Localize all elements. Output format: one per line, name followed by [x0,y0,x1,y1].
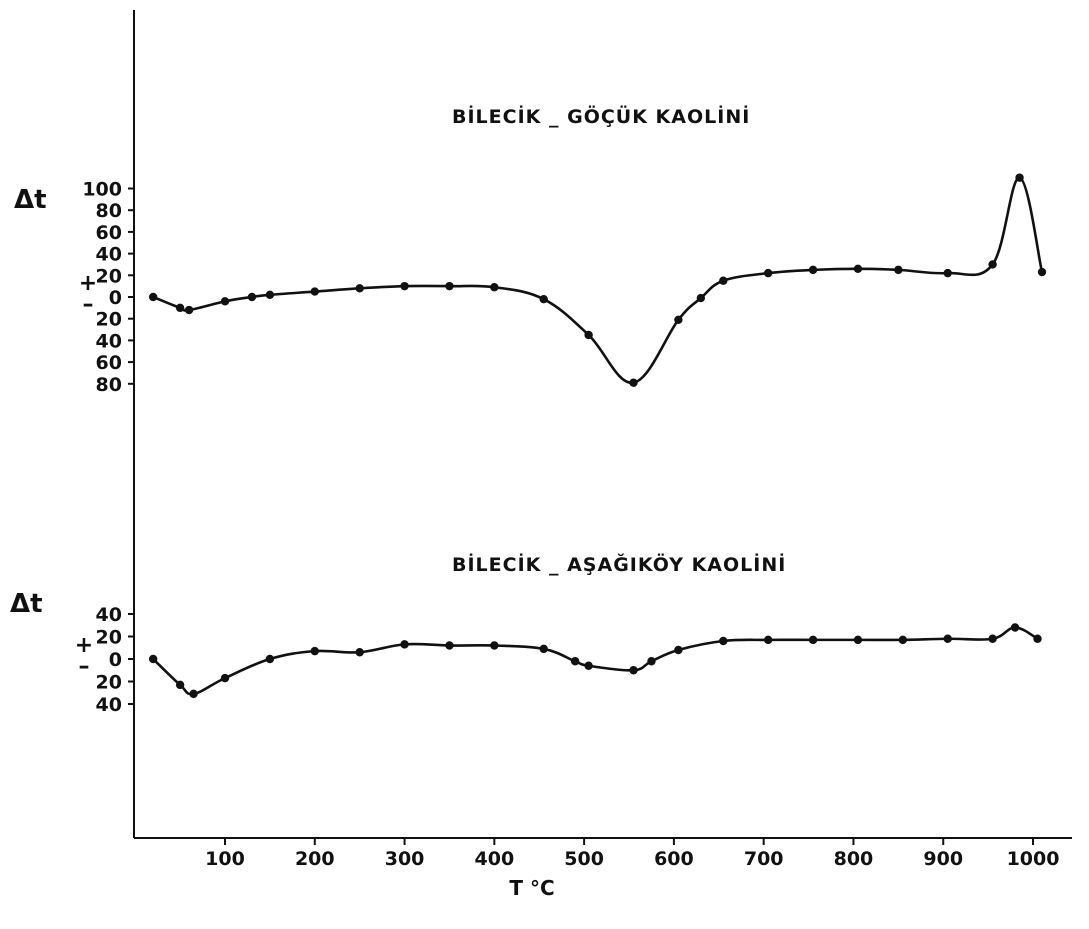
x-tick-label: 800 [834,848,874,870]
data-point [539,644,548,654]
data-point [247,292,257,302]
y-tick-label: 20 [96,627,122,649]
panel-asagikoy: BİLECİK _ AŞAĞIKÖY KAOLİNİ Δt + – 402002… [10,552,1042,716]
x-tick-label: 400 [475,848,515,870]
data-point [1033,634,1042,643]
panel-gocuk-points [148,173,1047,387]
data-point [763,635,773,645]
data-point [310,287,319,296]
data-point [808,265,818,275]
data-point [763,268,773,278]
x-tick-label: 900 [923,848,963,870]
panel-asagikoy-minus-sign: – [79,654,90,679]
data-point [1037,267,1047,277]
data-point [148,292,158,302]
data-point [584,330,593,340]
data-point [943,268,952,278]
x-axis-title: T °C [509,876,554,900]
data-point [355,284,364,293]
data-point [490,283,499,292]
data-point [674,315,683,324]
y-tick-label: 20 [96,265,122,287]
data-point [894,265,903,275]
x-axis-ticks: 100 200 300 400 500 600 700 800 900 1000 [205,838,1059,870]
data-point [539,294,548,304]
data-point [943,634,952,643]
x-tick-label: 600 [654,848,694,870]
data-point [175,680,185,690]
data-point [265,290,275,300]
panel-gocuk-curve [151,176,1044,385]
data-point [647,657,656,666]
panel-gocuk-minus-sign: – [83,292,94,317]
panel-gocuk-ylabel: Δt [14,185,47,215]
x-tick-label: 100 [205,848,245,870]
panel-gocuk-title: BİLECİK _ GÖÇÜK KAOLİNİ [452,104,750,128]
x-tick-label: 1000 [1007,848,1060,870]
data-point [570,657,580,666]
y-tick-label: 20 [96,309,122,331]
panel-asagikoy-title: BİLECİK _ AŞAĞIKÖY KAOLİNİ [452,552,786,576]
y-tick-label: 0 [109,287,122,309]
data-point [175,303,185,313]
data-point [220,297,230,306]
data-point [355,648,364,657]
data-point [674,645,683,655]
data-point [148,654,158,664]
data-point [445,281,454,291]
data-point [400,281,409,291]
y-tick-label: 40 [96,244,122,266]
x-tick-label: 300 [385,848,425,870]
data-point [629,666,638,675]
data-point [629,378,638,387]
x-tick-label: 200 [295,848,335,870]
x-tick-label: 700 [744,848,784,870]
data-point [808,635,818,645]
y-tick-label: 100 [82,179,122,201]
data-point [220,673,230,683]
data-point [400,640,409,649]
y-tick-label: 60 [96,352,122,374]
data-point [719,276,728,285]
data-point [265,654,275,664]
data-point [1010,623,1020,632]
data-point [898,635,908,645]
y-tick-label: 60 [96,222,122,244]
data-point [189,689,198,699]
data-point [584,661,593,670]
y-tick-label: 40 [96,330,122,352]
y-tick-label: 80 [96,200,122,222]
data-point [853,635,863,645]
panel-gocuk-plus-sign: + [79,271,97,296]
y-tick-label: 40 [96,694,122,716]
y-tick-label: 0 [109,649,122,671]
data-point [184,305,194,315]
panel-asagikoy-ylabel: Δt [10,589,43,619]
y-tick-label: 20 [96,672,122,694]
data-point [719,636,728,646]
panel-gocuk: BİLECİK _ GÖÇÜK KAOLİNİ Δt + – 100806040… [14,104,1047,396]
data-point [490,641,499,650]
x-tick-label: 500 [564,848,604,870]
data-point [853,264,863,273]
data-point [310,646,319,656]
data-point [988,634,997,643]
data-point [1015,173,1024,182]
panel-asagikoy-points [148,623,1042,699]
data-point [988,260,997,269]
data-point [445,641,454,650]
panel-asagikoy-plus-sign: + [75,633,93,658]
y-tick-label: 80 [96,374,122,396]
data-point [696,293,706,303]
y-tick-label: 40 [96,604,122,626]
